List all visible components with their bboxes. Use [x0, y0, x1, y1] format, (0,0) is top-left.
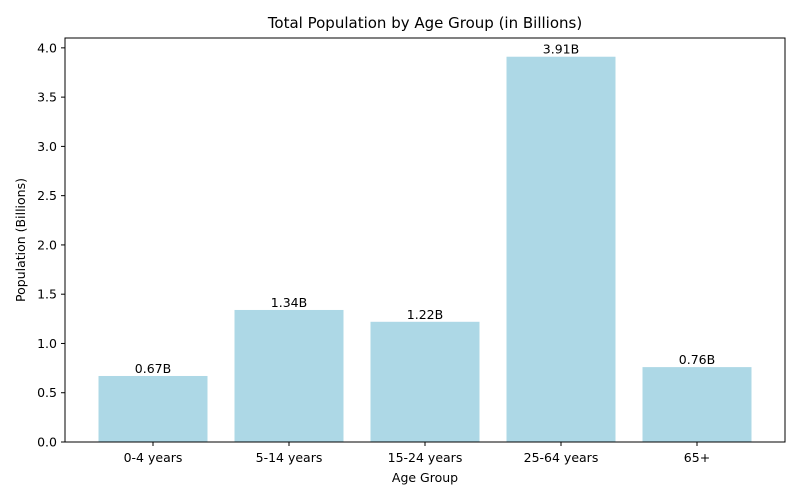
- x-tick-label: 25-64 years: [524, 450, 599, 465]
- bar-value-label: 3.91B: [543, 42, 579, 57]
- bar-value-label: 0.67B: [135, 361, 171, 376]
- bar-4: [642, 367, 752, 442]
- chart-title: Total Population by Age Group (in Billio…: [267, 14, 582, 32]
- bar-value-label: 0.76B: [679, 352, 715, 367]
- x-tick-label: 65+: [684, 450, 710, 465]
- bar-3: [506, 56, 616, 442]
- x-tick-label: 15-24 years: [388, 450, 463, 465]
- x-axis-label: Age Group: [392, 470, 458, 485]
- y-tick-label: 3.0: [37, 139, 57, 154]
- y-axis: 0.0 0.5 1.0 1.5 2.0 2.5 3.0 3.5 4.0: [37, 40, 65, 450]
- bar-1: [234, 309, 344, 442]
- y-tick-label: 1.0: [37, 336, 57, 351]
- bar-value-label: 1.22B: [407, 307, 443, 322]
- bar-value-label: 1.34B: [271, 295, 307, 310]
- y-tick-label: 2.5: [37, 188, 57, 203]
- y-tick-label: 4.0: [37, 40, 57, 55]
- bars-group: 0.67B 1.34B 1.22B 3.91B 0.76B: [98, 42, 752, 442]
- x-tick-label: 0-4 years: [124, 450, 183, 465]
- y-axis-label: Population (Billions): [13, 178, 28, 302]
- y-tick-label: 2.0: [37, 237, 57, 252]
- x-tick-label: 5-14 years: [256, 450, 323, 465]
- y-tick-label: 0.5: [37, 385, 57, 400]
- y-tick-label: 3.5: [37, 90, 57, 105]
- plot-frame: [64, 37, 786, 443]
- bar-0: [98, 375, 208, 442]
- y-tick-label: 0.0: [37, 435, 57, 450]
- x-axis: 0-4 years 5-14 years 15-24 years 25-64 year…: [124, 442, 710, 465]
- bar-2: [370, 321, 480, 442]
- y-tick-label: 1.5: [37, 287, 57, 302]
